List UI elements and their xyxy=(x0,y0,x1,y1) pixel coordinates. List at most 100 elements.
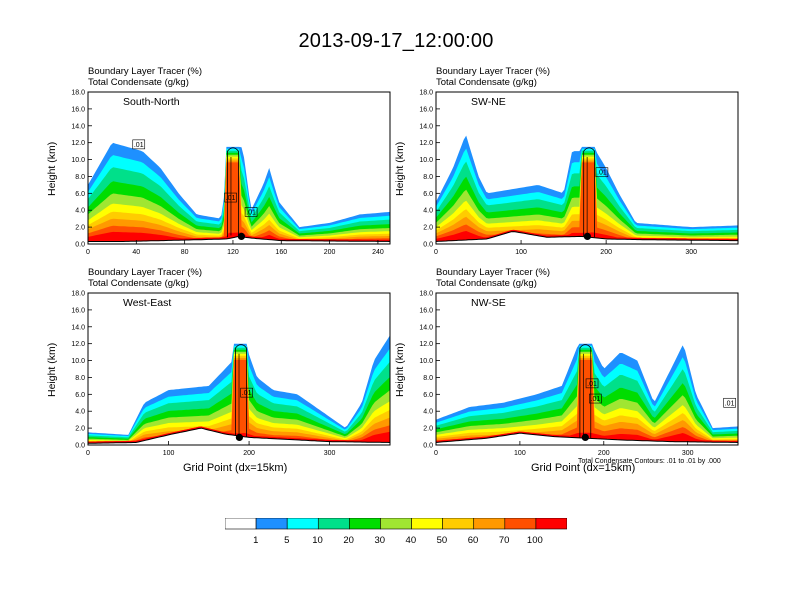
y-tick-label: 12.0 xyxy=(71,140,85,147)
y-tick-label: 8.0 xyxy=(75,174,85,181)
colorbar-swatch xyxy=(535,518,567,530)
y-tick-label: 18.0 xyxy=(71,90,85,97)
field-title-condensate: Total Condensate (g/kg) xyxy=(88,278,189,289)
y-tick-label: 6.0 xyxy=(423,191,433,198)
y-tick-label: 6.0 xyxy=(75,191,85,198)
colorbar-swatch xyxy=(317,518,350,530)
tracer-level-9 xyxy=(88,162,390,244)
y-tick-label: 18.0 xyxy=(71,291,85,298)
y-tick-label: 10.0 xyxy=(71,358,85,365)
contour-label: .01 xyxy=(226,195,236,202)
colorbar-label: 60 xyxy=(467,535,479,546)
x-tick-label: 120 xyxy=(227,249,239,256)
x-tick-label: 0 xyxy=(86,450,90,457)
contour-label-box xyxy=(132,139,146,150)
panel-label: South-North xyxy=(123,96,180,108)
y-axis-label: Height (km) xyxy=(394,141,406,196)
contour-label-box xyxy=(244,207,258,217)
y-tick-label: 18.0 xyxy=(419,90,433,97)
plot-frame xyxy=(435,91,739,245)
y-tick-label: 2.0 xyxy=(423,225,433,232)
x-tick-label: 80 xyxy=(181,249,189,256)
x-axis-label: Grid Point (dx=15km) xyxy=(183,462,288,474)
y-tick-label: 12.0 xyxy=(419,140,433,147)
x-tick-label: 100 xyxy=(514,450,526,457)
x-tick-label: 100 xyxy=(515,249,527,256)
y-axis-label: Height (km) xyxy=(46,342,58,397)
x-tick-label: 300 xyxy=(324,450,336,457)
y-tick-label: 4.0 xyxy=(423,409,433,416)
colorbar-swatch xyxy=(411,518,443,530)
contour-label-box xyxy=(224,192,237,203)
colorbar-swatch xyxy=(380,518,412,530)
field-title-tracer: Boundary Layer Tracer (%) xyxy=(436,66,551,77)
location-marker xyxy=(237,232,246,240)
main-title: 2013-09-17_12:00:00 xyxy=(298,30,494,52)
plot-area: .01 .01 .01 South-North 0.0 2.0 4.0 6.0 8.0 10.0 1… xyxy=(71,90,391,256)
y-tick-label: 0.0 xyxy=(423,443,433,450)
x-tick-label: 240 xyxy=(372,249,384,256)
y-tick-label: 16.0 xyxy=(419,106,433,113)
y-tick-label: 0.0 xyxy=(75,443,85,450)
x-tick-label: 200 xyxy=(324,249,336,256)
y-tick-label: 2.0 xyxy=(75,225,85,232)
contour-note: Total Condensate Contours: .01 to .01 by… xyxy=(578,458,721,465)
y-tick-label: 0.0 xyxy=(423,242,433,249)
y-tick-label: 8.0 xyxy=(423,375,433,382)
x-tick-label: 200 xyxy=(598,450,610,457)
colorbar-swatch xyxy=(349,518,381,530)
field-title-condensate: Total Condensate (g/kg) xyxy=(436,278,537,289)
contour-label-box xyxy=(240,387,253,398)
y-tick-label: 2.0 xyxy=(423,426,433,433)
y-tick-label: 18.0 xyxy=(419,291,433,298)
field-title-tracer: Boundary Layer Tracer (%) xyxy=(436,267,551,278)
colorbar-label: 50 xyxy=(436,535,448,546)
x-tick-label: 0 xyxy=(434,249,438,256)
plot-frame xyxy=(435,292,739,446)
condensate-contour xyxy=(583,147,595,238)
colorbar-swatch xyxy=(473,518,506,530)
y-tick-label: 14.0 xyxy=(71,324,85,331)
colorbar-label: 20 xyxy=(343,535,354,546)
tracer-level-9 xyxy=(436,359,738,445)
y-tick-label: 12.0 xyxy=(419,341,433,348)
y-tick-label: 4.0 xyxy=(75,409,85,416)
y-tick-label: 6.0 xyxy=(75,392,85,399)
contour-label: .01 xyxy=(597,170,607,177)
colorbar-label: 30 xyxy=(374,535,386,546)
panel-label: West-East xyxy=(123,297,171,309)
x-tick-label: 300 xyxy=(682,450,694,457)
y-tick-label: 8.0 xyxy=(423,174,433,181)
panel-label: NW-SE xyxy=(471,297,506,309)
tracer-field xyxy=(436,135,738,244)
colorbar-label: 70 xyxy=(498,535,510,546)
colorbar-label: 5 xyxy=(284,535,290,546)
contour-label-box xyxy=(595,167,609,178)
colorbar-swatch xyxy=(504,518,537,530)
field-title-tracer: Boundary Layer Tracer (%) xyxy=(88,66,203,77)
y-tick-label: 14.0 xyxy=(71,123,85,130)
panel-label: SW-NE xyxy=(471,96,506,108)
contour-label: .01 xyxy=(134,142,144,149)
colorbar-label: 100 xyxy=(526,535,543,546)
y-tick-label: 14.0 xyxy=(419,123,433,130)
x-tick-label: 100 xyxy=(163,450,175,457)
condensate-contour xyxy=(579,344,592,439)
plot-area: .01 .01 .01 NW-SE 0.0 2.0 4.0 6.0 8.0 10.0 12.0 14.… xyxy=(419,291,739,457)
plot-area: .01 West-East 0.0 2.0 4.0 6.0 8.0 10.0 12.0 14.0 1… xyxy=(71,291,391,457)
colorbar-label: 1 xyxy=(253,535,259,546)
contour-label: .01 xyxy=(591,396,601,403)
x-tick-label: 0 xyxy=(434,450,438,457)
contour-label: .01 xyxy=(587,381,597,388)
condensate-contour xyxy=(235,344,247,439)
contour-label: .01 xyxy=(246,209,256,216)
y-tick-label: 0.0 xyxy=(75,242,85,249)
x-axis-label: Grid Point (dx=15km) xyxy=(531,462,636,474)
location-marker xyxy=(583,232,592,240)
y-tick-label: 14.0 xyxy=(419,324,433,331)
plot-frame xyxy=(87,292,391,446)
x-tick-label: 160 xyxy=(275,249,287,256)
y-tick-label: 12.0 xyxy=(71,341,85,348)
y-tick-label: 16.0 xyxy=(71,307,85,314)
contour-label-box xyxy=(585,378,599,389)
